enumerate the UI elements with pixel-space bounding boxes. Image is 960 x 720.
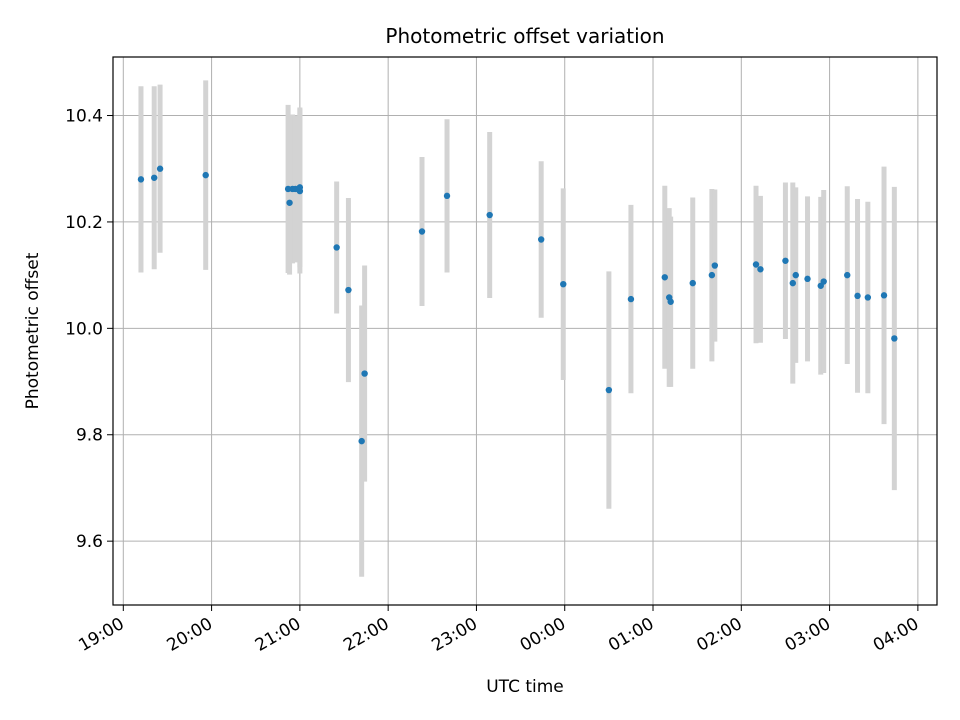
- data-point: [757, 266, 764, 273]
- data-point: [358, 437, 365, 445]
- x-axis-title: UTC time: [486, 677, 564, 697]
- data-point: [361, 370, 368, 377]
- data-point: [667, 298, 674, 305]
- data-point: [844, 271, 851, 279]
- y-tick-label: 10.2: [65, 213, 103, 233]
- data-point: [864, 294, 872, 301]
- data-point: [711, 262, 719, 269]
- data-points: [137, 165, 898, 445]
- data-point: [151, 174, 158, 181]
- y-axis: 9.6 9.8 10.0 10.2 10.4: [65, 107, 113, 552]
- data-point: [560, 280, 567, 288]
- data-point: [708, 271, 716, 279]
- data-point: [689, 279, 696, 287]
- data-point: [752, 261, 760, 268]
- data-point: [443, 192, 451, 200]
- data-point: [891, 335, 898, 342]
- data-point: [661, 274, 668, 281]
- y-tick-label: 9.8: [76, 426, 103, 446]
- data-point: [537, 236, 545, 243]
- data-point: [284, 185, 292, 193]
- y-tick-label: 10.4: [65, 107, 103, 127]
- data-point: [605, 386, 613, 394]
- data-point: [486, 211, 493, 219]
- data-point: [782, 257, 789, 264]
- data-point: [804, 275, 811, 283]
- data-point: [286, 199, 293, 206]
- data-point: [854, 292, 861, 300]
- data-point: [296, 184, 304, 191]
- data-point: [792, 271, 799, 279]
- data-point: [627, 295, 635, 303]
- data-point: [137, 176, 145, 183]
- data-point: [418, 228, 426, 235]
- chart-title: Photometric offset variation: [385, 24, 664, 48]
- data-point: [156, 165, 164, 172]
- data-point: [202, 171, 209, 179]
- plot-frame: [112, 56, 938, 606]
- y-tick-label: 9.6: [76, 532, 103, 552]
- data-point: [333, 244, 340, 251]
- data-point: [820, 278, 827, 285]
- data-point: [789, 279, 796, 287]
- data-point: [345, 286, 352, 294]
- y-tick-label: 10.0: [65, 319, 103, 339]
- data-point: [880, 292, 888, 299]
- y-axis-title: Photometric offset: [23, 252, 43, 409]
- grid: [113, 57, 937, 605]
